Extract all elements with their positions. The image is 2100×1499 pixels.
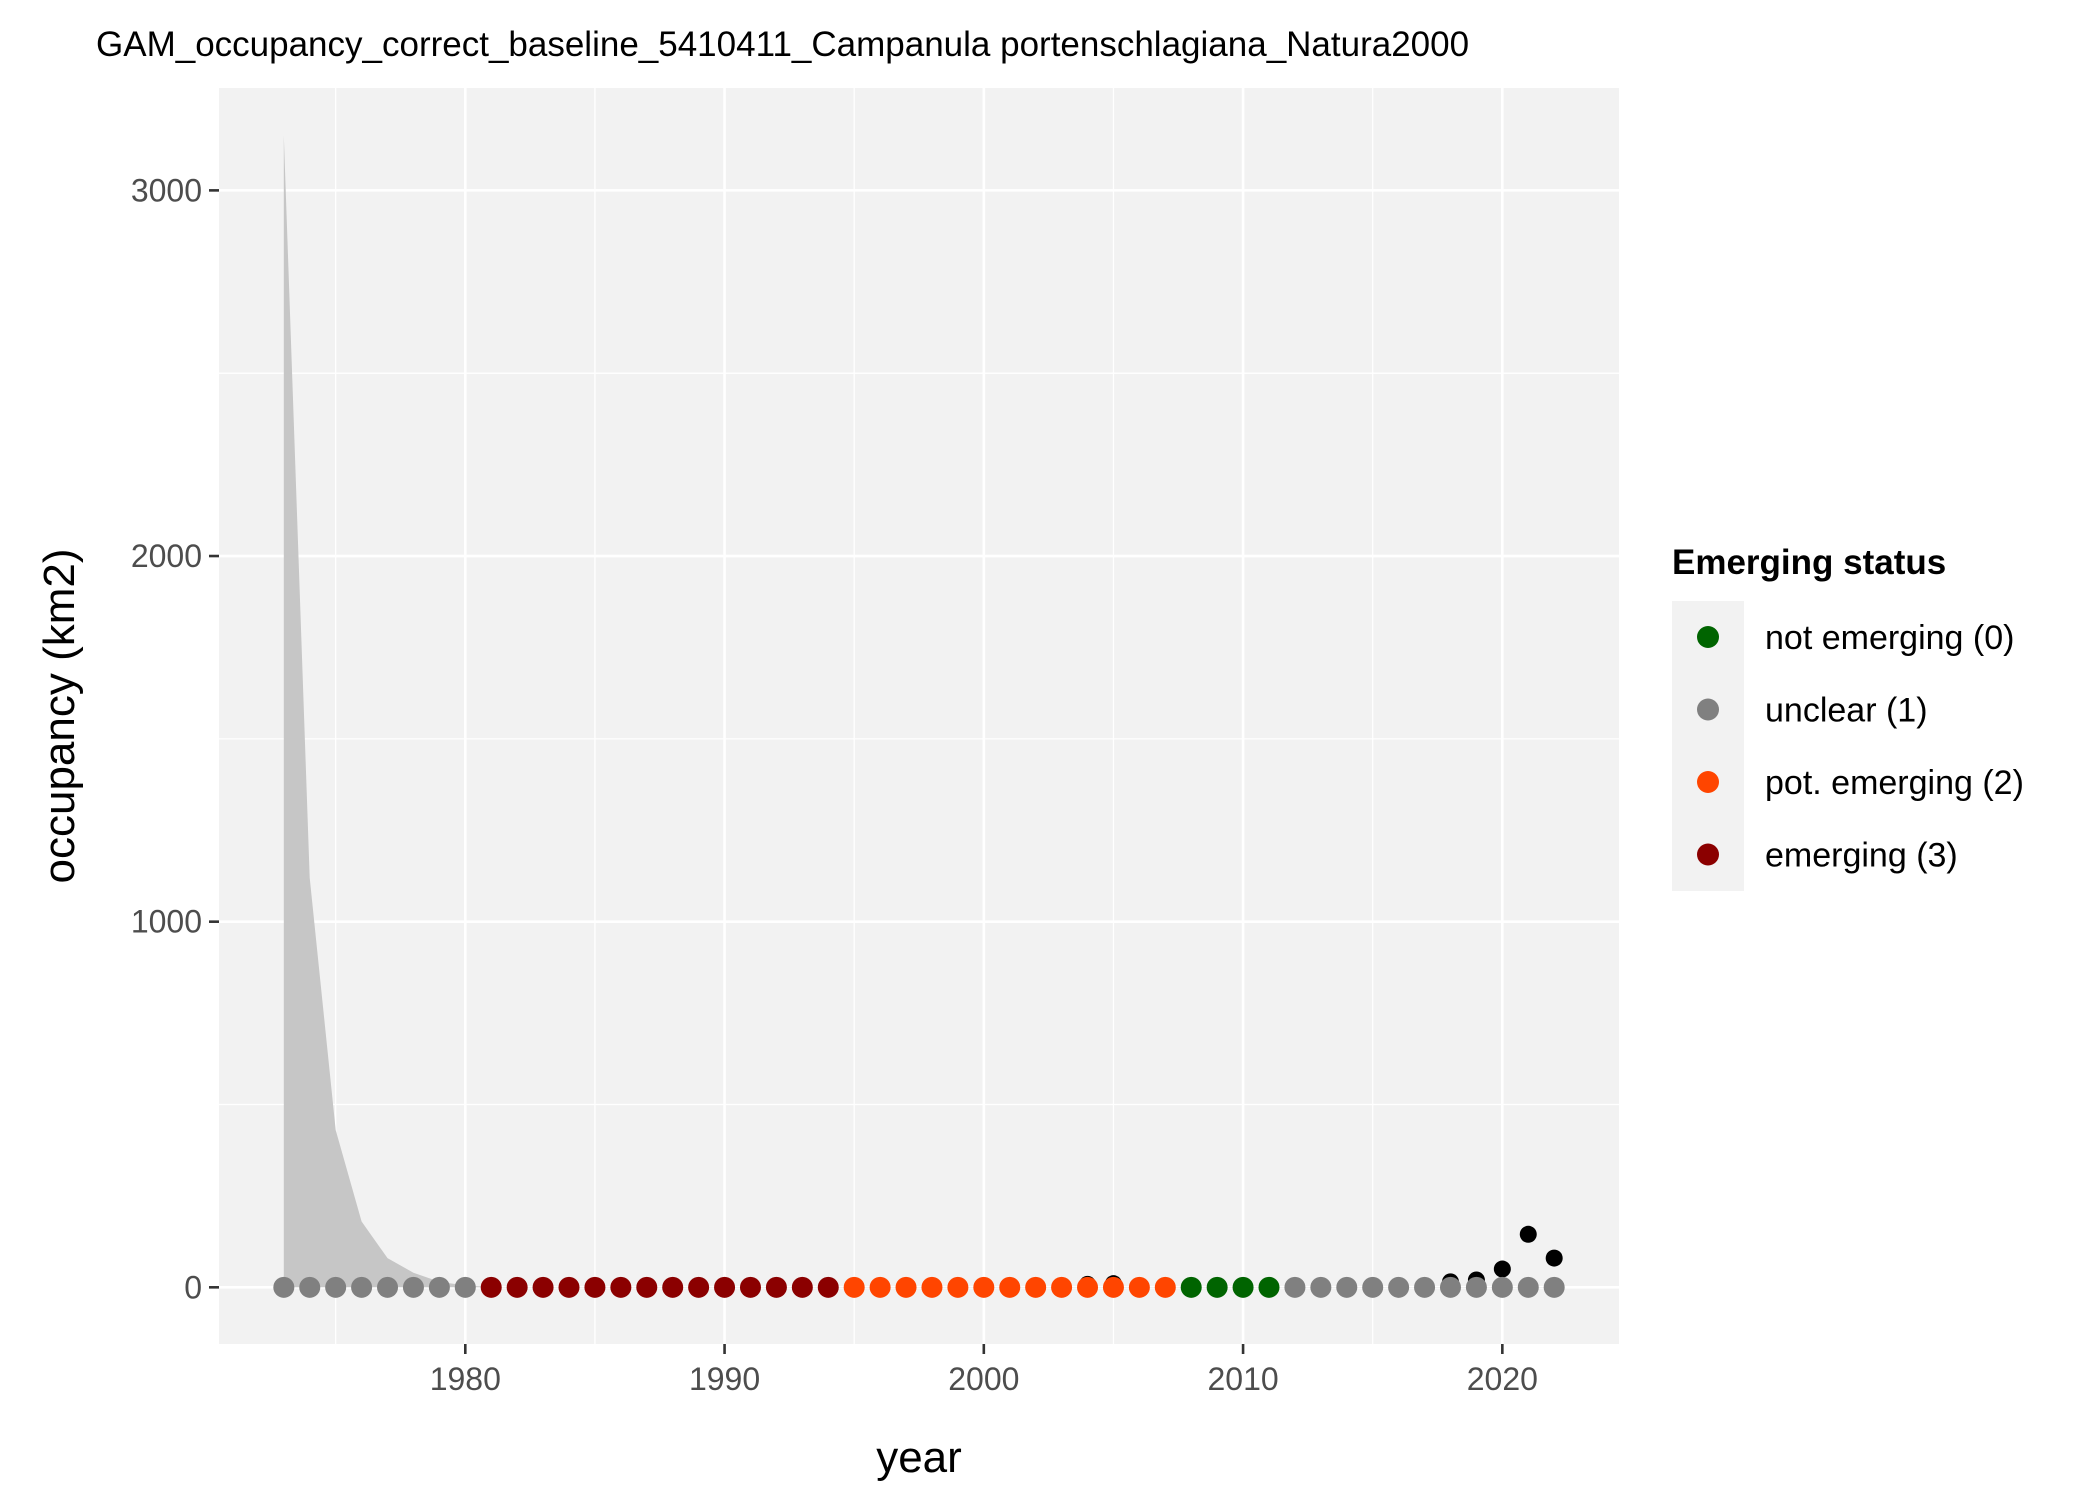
fitted-point — [1051, 1276, 1073, 1298]
fitted-point — [895, 1276, 917, 1298]
fitted-point — [1025, 1276, 1047, 1298]
fitted-point — [765, 1276, 787, 1298]
y-tick-label: 0 — [184, 1269, 202, 1305]
fitted-point — [299, 1276, 321, 1298]
fitted-point — [402, 1276, 424, 1298]
y-axis-title: occupancy (km2) — [35, 548, 84, 883]
fitted-point — [714, 1276, 736, 1298]
fitted-point — [1439, 1276, 1461, 1298]
fitted-point — [480, 1276, 502, 1298]
fitted-point — [843, 1276, 865, 1298]
fitted-point — [973, 1276, 995, 1298]
x-tick-label: 2020 — [1467, 1361, 1538, 1397]
fitted-point — [273, 1276, 295, 1298]
legend: Emerging status not emerging (0) unclear … — [1672, 543, 2024, 891]
fitted-point — [688, 1276, 710, 1298]
legend-label: unclear (1) — [1765, 692, 1928, 730]
y-tick-label: 2000 — [131, 538, 202, 574]
legend-label: pot. emerging (2) — [1765, 764, 2024, 802]
x-tick-label: 2010 — [1207, 1361, 1278, 1397]
fitted-point — [739, 1276, 761, 1298]
x-axis-title: year — [876, 1433, 962, 1482]
fitted-point — [1491, 1276, 1513, 1298]
fitted-point — [1077, 1276, 1099, 1298]
fitted-point — [506, 1276, 528, 1298]
fitted-point — [1180, 1276, 1202, 1298]
fitted-point — [377, 1276, 399, 1298]
fitted-point — [532, 1276, 554, 1298]
legend-key — [1697, 843, 1719, 866]
fitted-point — [610, 1276, 632, 1298]
fitted-point — [1465, 1276, 1487, 1298]
legend-label: emerging (3) — [1765, 837, 1958, 875]
fitted-point — [1102, 1276, 1124, 1298]
observed-point — [1493, 1260, 1511, 1278]
fitted-point — [325, 1276, 347, 1298]
fitted-point — [558, 1276, 580, 1298]
legend-key — [1697, 698, 1719, 721]
fitted-point — [999, 1276, 1021, 1298]
plot-panel — [219, 88, 1619, 1344]
fitted-point — [636, 1276, 658, 1298]
fitted-point — [662, 1276, 684, 1298]
legend-key — [1697, 771, 1719, 793]
fitted-point — [791, 1276, 813, 1298]
fitted-point — [921, 1276, 943, 1298]
fitted-point — [428, 1276, 450, 1298]
legend-label: not emerging (0) — [1765, 619, 2014, 657]
fitted-point — [584, 1276, 606, 1298]
fitted-point — [947, 1276, 969, 1298]
fitted-point — [817, 1276, 839, 1298]
y-axis: 0 1000 2000 3000 — [131, 172, 219, 1305]
fitted-point — [1310, 1276, 1332, 1298]
fitted-point — [351, 1276, 373, 1298]
y-tick-label: 3000 — [131, 172, 202, 208]
x-tick-label: 2000 — [948, 1361, 1019, 1397]
fitted-point — [1336, 1276, 1358, 1298]
grid-major — [219, 88, 1619, 1344]
chart-title: GAM_occupancy_correct_baseline_5410411_C… — [96, 25, 1469, 64]
fitted-point — [1128, 1276, 1150, 1298]
fitted-point — [1232, 1276, 1254, 1298]
fitted-point — [869, 1276, 891, 1298]
x-tick-label: 1990 — [689, 1361, 760, 1397]
observed-point — [1519, 1225, 1537, 1243]
fitted-point — [1517, 1276, 1539, 1298]
fitted-point — [1258, 1276, 1280, 1298]
legend-key — [1697, 626, 1719, 648]
x-axis: 1980 1990 2000 2010 2020 — [430, 1344, 1538, 1397]
fitted-points-layer — [273, 1276, 1565, 1298]
legend-key-background — [1672, 601, 1744, 891]
fitted-point — [1206, 1276, 1228, 1298]
fitted-point — [454, 1276, 476, 1298]
x-tick-label: 1980 — [430, 1361, 501, 1397]
legend-title: Emerging status — [1672, 543, 1946, 582]
grid-minor — [219, 88, 1619, 1344]
fitted-point — [1388, 1276, 1410, 1298]
y-tick-label: 1000 — [131, 904, 202, 940]
fitted-point — [1284, 1276, 1306, 1298]
fitted-point — [1154, 1276, 1176, 1298]
fitted-point — [1362, 1276, 1384, 1298]
fitted-point — [1414, 1276, 1436, 1298]
observed-point — [1545, 1249, 1563, 1267]
fitted-point — [1543, 1276, 1565, 1298]
